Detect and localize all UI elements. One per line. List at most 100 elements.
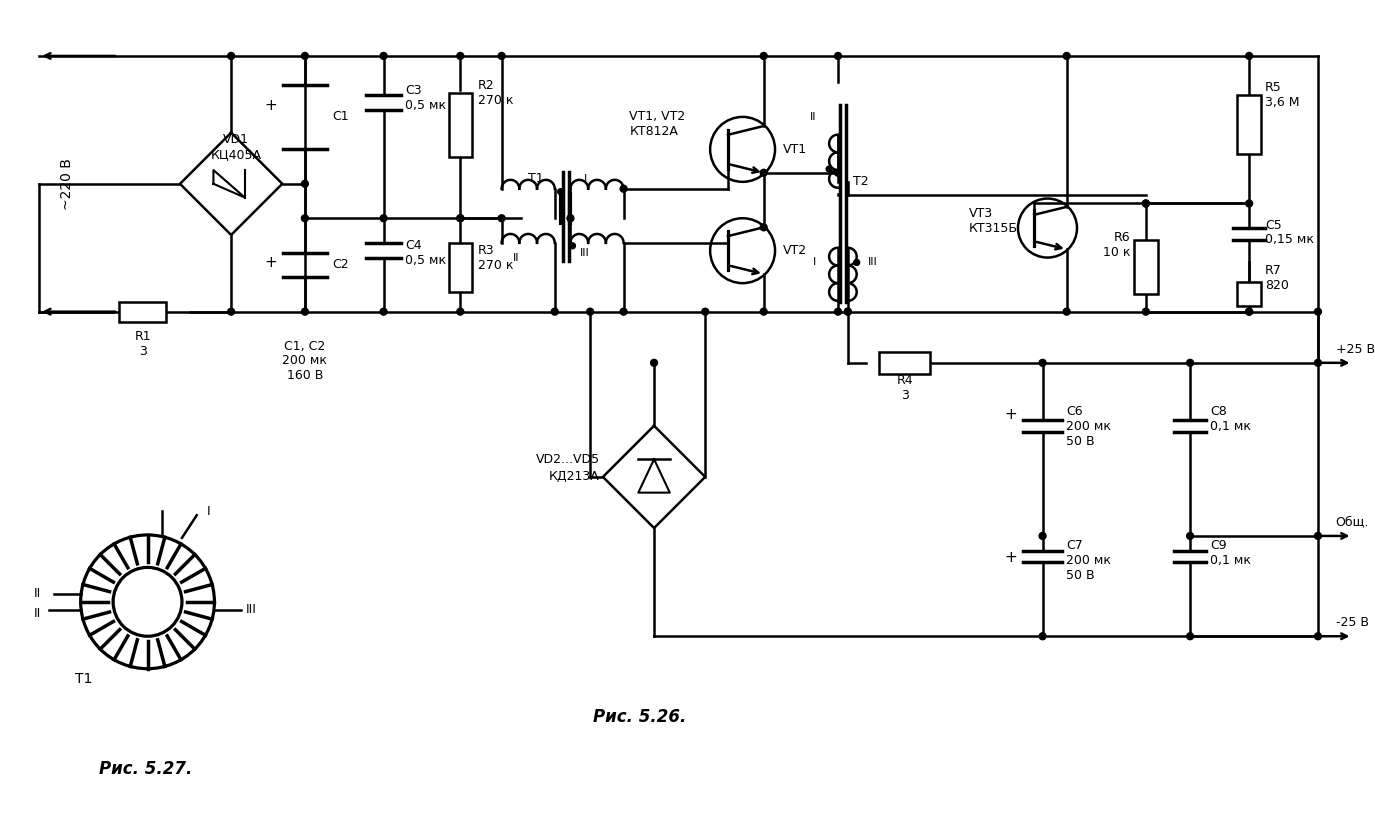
Text: 10 к: 10 к [1103, 246, 1130, 259]
Text: T1: T1 [74, 672, 92, 686]
Text: I: I [583, 174, 587, 184]
Text: VD1: VD1 [223, 133, 249, 146]
Circle shape [620, 309, 627, 315]
Circle shape [844, 309, 851, 315]
Text: С6: С6 [1066, 406, 1082, 418]
Circle shape [1187, 532, 1194, 539]
Text: T1: T1 [528, 172, 544, 185]
Text: С2: С2 [333, 258, 349, 271]
Text: III: III [868, 258, 877, 267]
Text: II: II [34, 588, 41, 601]
Circle shape [835, 309, 842, 315]
Circle shape [1063, 53, 1070, 59]
Text: I: I [813, 258, 817, 267]
Text: R1: R1 [135, 330, 151, 342]
Text: 0,15 мк: 0,15 мк [1265, 234, 1314, 246]
Circle shape [228, 309, 235, 315]
Circle shape [760, 170, 767, 176]
Text: 200 мк: 200 мк [1066, 421, 1111, 433]
Circle shape [760, 53, 767, 59]
Circle shape [551, 309, 558, 315]
Text: Рис. 5.27.: Рис. 5.27. [99, 760, 192, 778]
Circle shape [760, 309, 767, 315]
Circle shape [826, 166, 832, 172]
Text: 0,1 мк: 0,1 мк [1210, 421, 1251, 433]
Circle shape [1143, 309, 1150, 315]
Circle shape [569, 243, 575, 249]
Text: С4: С4 [406, 239, 422, 253]
Circle shape [1143, 200, 1150, 207]
Circle shape [301, 215, 308, 221]
Circle shape [301, 180, 308, 188]
Bar [1134, 240, 1158, 295]
Text: 160 В: 160 В [287, 369, 323, 382]
Circle shape [1143, 200, 1150, 207]
Text: С9: С9 [1210, 539, 1226, 552]
Text: 200 мк: 200 мк [282, 355, 327, 367]
Text: II: II [34, 607, 41, 620]
Circle shape [1314, 633, 1321, 639]
Text: +: + [1004, 550, 1018, 565]
Bar [1238, 282, 1261, 306]
Text: С1: С1 [333, 110, 349, 123]
Circle shape [587, 309, 594, 315]
Text: II: II [513, 253, 520, 263]
Text: 3: 3 [901, 388, 909, 402]
Circle shape [301, 53, 308, 59]
Text: I: I [206, 504, 210, 518]
Circle shape [835, 170, 842, 176]
Text: R2: R2 [478, 79, 495, 92]
Circle shape [650, 360, 657, 366]
Text: +25 В: +25 В [1335, 342, 1375, 356]
Text: 3,6 М: 3,6 М [1265, 95, 1299, 109]
Text: КТ812А: КТ812А [630, 125, 678, 138]
Text: VD2...VD5: VD2...VD5 [536, 453, 600, 466]
Circle shape [498, 53, 505, 59]
Text: 0,5 мк: 0,5 мк [406, 254, 447, 267]
Circle shape [835, 53, 842, 59]
Text: -25 В: -25 В [1335, 616, 1368, 629]
Circle shape [456, 215, 463, 221]
Circle shape [498, 215, 505, 221]
Circle shape [1063, 309, 1070, 315]
Bar [879, 352, 931, 374]
Text: 50 В: 50 В [1066, 569, 1094, 582]
Circle shape [1187, 360, 1194, 366]
Text: Общ.: Общ. [1335, 516, 1370, 528]
Circle shape [1246, 309, 1253, 315]
Text: С1, С2: С1, С2 [285, 340, 326, 352]
Text: R6: R6 [1114, 231, 1130, 244]
Circle shape [1314, 360, 1321, 366]
Bar [448, 93, 472, 156]
Text: +: + [264, 255, 278, 270]
Text: T2: T2 [852, 175, 869, 188]
Text: R5: R5 [1265, 81, 1282, 94]
Text: 270 к: 270 к [478, 259, 513, 272]
Text: VT2: VT2 [782, 244, 807, 257]
Circle shape [380, 53, 386, 59]
Text: VT3: VT3 [969, 207, 993, 220]
Circle shape [1187, 633, 1194, 639]
Text: 0,1 мк: 0,1 мк [1210, 554, 1251, 567]
Text: +: + [264, 98, 278, 113]
Circle shape [1246, 200, 1253, 207]
Bar [1238, 95, 1261, 154]
Circle shape [1246, 309, 1253, 315]
Text: R4: R4 [896, 374, 913, 387]
Text: КЦ405А: КЦ405А [210, 148, 261, 160]
Text: 0,5 мк: 0,5 мк [406, 99, 447, 112]
Circle shape [760, 224, 767, 230]
Circle shape [844, 309, 851, 315]
Circle shape [228, 53, 235, 59]
Circle shape [1314, 309, 1321, 315]
Text: 3: 3 [139, 345, 147, 357]
Text: II: II [810, 112, 817, 122]
Text: R3: R3 [478, 244, 495, 257]
Circle shape [456, 215, 463, 221]
Text: +: + [1004, 407, 1018, 422]
Text: R7: R7 [1265, 264, 1282, 277]
Text: 200 мк: 200 мк [1066, 554, 1111, 567]
Text: С3: С3 [406, 84, 422, 97]
Circle shape [301, 309, 308, 315]
Circle shape [1040, 633, 1046, 639]
